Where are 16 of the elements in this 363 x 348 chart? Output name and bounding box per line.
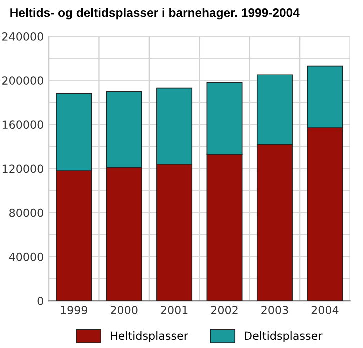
y-tick-label: 200000 [2, 76, 44, 85]
y-tick-label: 0 [38, 296, 44, 306]
y-tick-label: 40000 [9, 252, 44, 262]
x-tick-label: 2004 [312, 306, 339, 314]
y-tick-label: 80000 [10, 208, 44, 218]
y-tick-label: 120000 [2, 164, 44, 174]
x-tick-label: 1999 [61, 306, 88, 314]
y-tick-label: 240000 [2, 32, 44, 41]
chart-title: Heltids- og deltidsplasser i barnehager. 1999-2004 [10, 8, 300, 20]
legend-label: Deltidsplasser [245, 332, 323, 342]
x-tick-label: 2002 [211, 306, 238, 314]
legend-label: Heltidsplasser [111, 332, 188, 342]
x-tick-label: 2001 [161, 306, 188, 314]
y-tick-label: 160000 [2, 120, 44, 130]
x-tick-label: 2000 [111, 306, 138, 314]
x-tick-label: 2003 [262, 306, 288, 314]
